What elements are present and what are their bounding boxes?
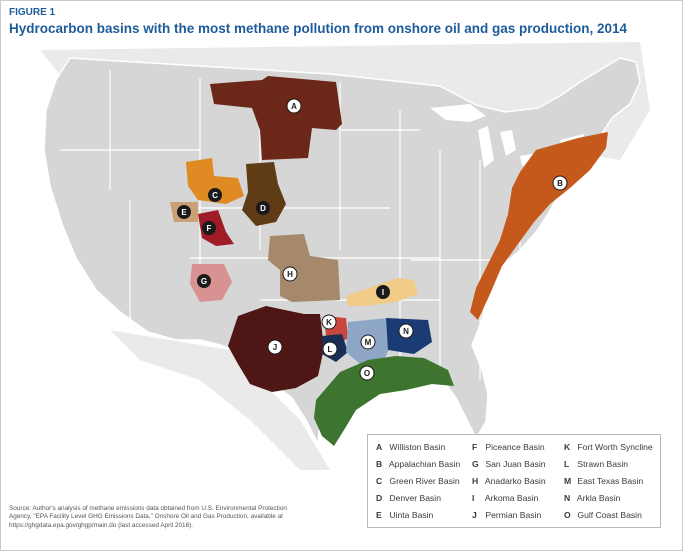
svg-text:B: B (557, 179, 563, 188)
legend-item: D Denver Basin (376, 493, 441, 503)
legend-item: O Gulf Coast Basin (564, 510, 642, 520)
legend-item: F Piceance Basin (472, 442, 545, 452)
marker-i: I (376, 285, 390, 299)
svg-text:M: M (365, 338, 372, 347)
marker-b: B (552, 175, 568, 191)
marker-n: N (398, 323, 414, 339)
basin-h-anadarko (268, 234, 340, 302)
figure-label: FIGURE 1 (9, 7, 56, 18)
legend-item: L Strawn Basin (564, 459, 629, 469)
svg-text:F: F (207, 224, 212, 233)
legend-item: I Arkoma Basin (472, 493, 539, 503)
svg-text:E: E (181, 208, 187, 217)
legend-box: A Williston Basin B Appalachian Basin C … (367, 434, 661, 528)
legend-item: C Green River Basin (376, 476, 460, 486)
svg-text:K: K (326, 318, 332, 327)
svg-text:A: A (291, 102, 297, 111)
source-line-2: Agency, "EPA Facility Level GHG Emission… (9, 513, 283, 521)
svg-text:H: H (287, 270, 293, 279)
marker-c: C (208, 188, 222, 202)
source-line-3: https://ghgdata.epa.gov/ghgp/main.do (la… (9, 521, 194, 529)
legend-item: H Anadarko Basin (472, 476, 546, 486)
marker-l: L (322, 341, 338, 357)
svg-text:L: L (328, 345, 333, 354)
legend-item: G San Juan Basin (472, 459, 546, 469)
marker-d: D (256, 201, 270, 215)
svg-text:J: J (273, 343, 277, 352)
marker-o: O (359, 365, 375, 381)
basin-o-gulf-coast (314, 356, 454, 446)
legend-item: E Uinta Basin (376, 510, 434, 520)
legend-item: J Permian Basin (472, 510, 542, 520)
source-line-1: Source: Author's analysis of methane emi… (9, 505, 287, 512)
marker-m: M (360, 334, 376, 350)
legend-item: N Arkla Basin (564, 493, 621, 503)
svg-text:N: N (403, 327, 409, 336)
legend-item: A Williston Basin (376, 442, 446, 452)
legend-item: B Appalachian Basin (376, 459, 461, 469)
marker-j: J (267, 339, 283, 355)
marker-a: A (286, 98, 302, 114)
svg-text:I: I (382, 288, 384, 297)
basin-d-denver (242, 162, 286, 226)
legend-item: K Fort Worth Syncline (564, 442, 653, 452)
legend-item: M East Texas Basin (564, 476, 644, 486)
svg-text:O: O (364, 369, 370, 378)
basin-g-san-juan (190, 264, 232, 302)
basin-a-williston (210, 76, 342, 160)
basin-b-appalachian (470, 132, 608, 320)
marker-f: F (202, 221, 216, 235)
basin-markers: A B C D E F G H I J K L M N O (177, 98, 568, 381)
mexico-land (110, 330, 330, 470)
marker-k: K (321, 314, 337, 330)
svg-text:D: D (260, 204, 266, 213)
source-note: Source: Author's analysis of methane emi… (9, 505, 359, 530)
basin-c-green-river (186, 158, 244, 204)
figure-title: Hydrocarbon basins with the most methane… (9, 21, 628, 36)
marker-h: H (282, 266, 298, 282)
marker-e: E (177, 205, 191, 219)
svg-text:G: G (201, 277, 207, 286)
svg-text:C: C (212, 191, 218, 200)
marker-g: G (197, 274, 211, 288)
